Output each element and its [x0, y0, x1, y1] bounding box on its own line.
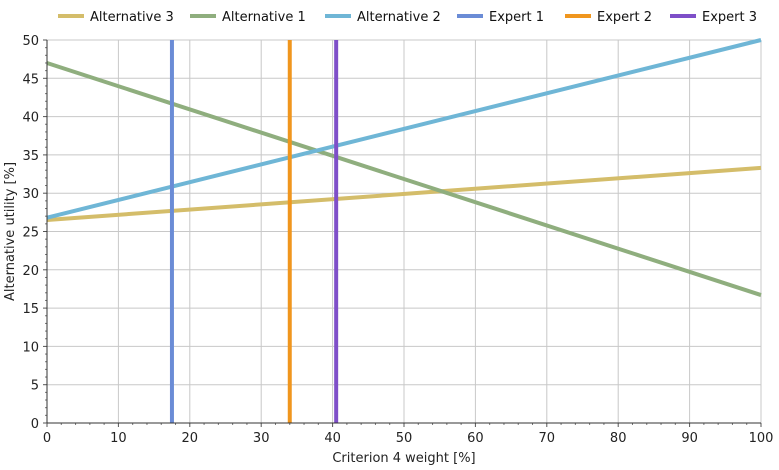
- y-tick-label: 20: [22, 264, 39, 279]
- legend-label-alternative-3: Alternative 3: [90, 10, 174, 25]
- x-tick-label: 10: [110, 431, 127, 446]
- x-tick-label: 40: [324, 431, 341, 446]
- series-alternative-1: [46, 61, 762, 297]
- x-tick-label: 0: [43, 431, 51, 446]
- axes: [46, 40, 761, 424]
- y-tick-label: 40: [22, 111, 39, 126]
- y-tick-label: 45: [22, 72, 39, 87]
- legend-label-expert-1: Expert 1: [489, 10, 544, 25]
- x-tick-label: 20: [182, 431, 199, 446]
- series-alternative-2: [46, 38, 762, 220]
- legend-label-expert-3: Expert 3: [702, 10, 757, 25]
- y-axis-ticks: 0 5 10 15 20 25 30 35 40 45 50: [22, 34, 47, 432]
- x-tick-label: 100: [749, 431, 774, 446]
- x-tick-label: 80: [610, 431, 627, 446]
- y-tick-label: 5: [31, 379, 39, 394]
- legend-label-expert-2: Expert 2: [597, 10, 652, 25]
- x-tick-label: 70: [539, 431, 556, 446]
- x-axis-label: Criterion 4 weight [%]: [332, 451, 475, 466]
- x-tick-label: 90: [681, 431, 698, 446]
- y-tick-label: 25: [22, 226, 39, 241]
- series-alternative-3: [46, 165, 762, 223]
- y-tick-label: 15: [22, 302, 39, 317]
- plot-series: [46, 38, 762, 423]
- x-tick-label: 30: [253, 431, 270, 446]
- y-tick-label: 30: [22, 187, 39, 202]
- legend-label-alternative-2: Alternative 2: [357, 10, 441, 25]
- legend: Alternative 3 Alternative 1 Alternative 2 E…: [58, 10, 757, 25]
- y-tick-label: 10: [22, 340, 39, 355]
- x-axis-ticks: 0 10 20 30 40 50 60 70 80 90 100: [43, 423, 774, 446]
- x-tick-label: 60: [467, 431, 484, 446]
- y-axis-label: Alternative utility [%]: [3, 162, 18, 301]
- y-tick-label: 0: [31, 417, 39, 432]
- legend-label-alternative-1: Alternative 1: [222, 10, 306, 25]
- y-tick-label: 35: [22, 149, 39, 164]
- y-tick-label: 50: [22, 34, 39, 49]
- x-tick-label: 50: [396, 431, 413, 446]
